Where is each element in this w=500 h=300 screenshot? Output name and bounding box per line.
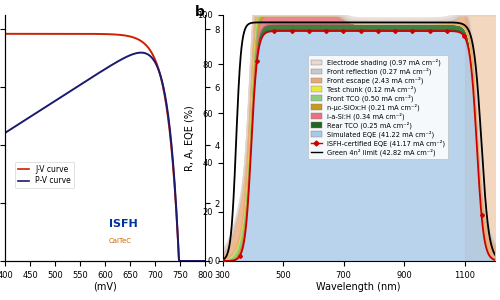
X-axis label: (mV): (mV) <box>93 281 117 291</box>
Text: b: b <box>195 5 205 19</box>
Text: CalTeC: CalTeC <box>109 238 132 244</box>
X-axis label: Wavelength (nm): Wavelength (nm) <box>316 283 401 292</box>
Text: ISFH: ISFH <box>109 219 138 229</box>
Y-axis label: R, A, EQE (%): R, A, EQE (%) <box>184 105 194 171</box>
Legend: J-V curve, P-V curve: J-V curve, P-V curve <box>15 162 74 188</box>
Legend: Electrode shading (0.97 mA cm⁻²), Front reflection (0.27 mA cm⁻²), Front escape : Electrode shading (0.97 mA cm⁻²), Front … <box>308 55 448 159</box>
